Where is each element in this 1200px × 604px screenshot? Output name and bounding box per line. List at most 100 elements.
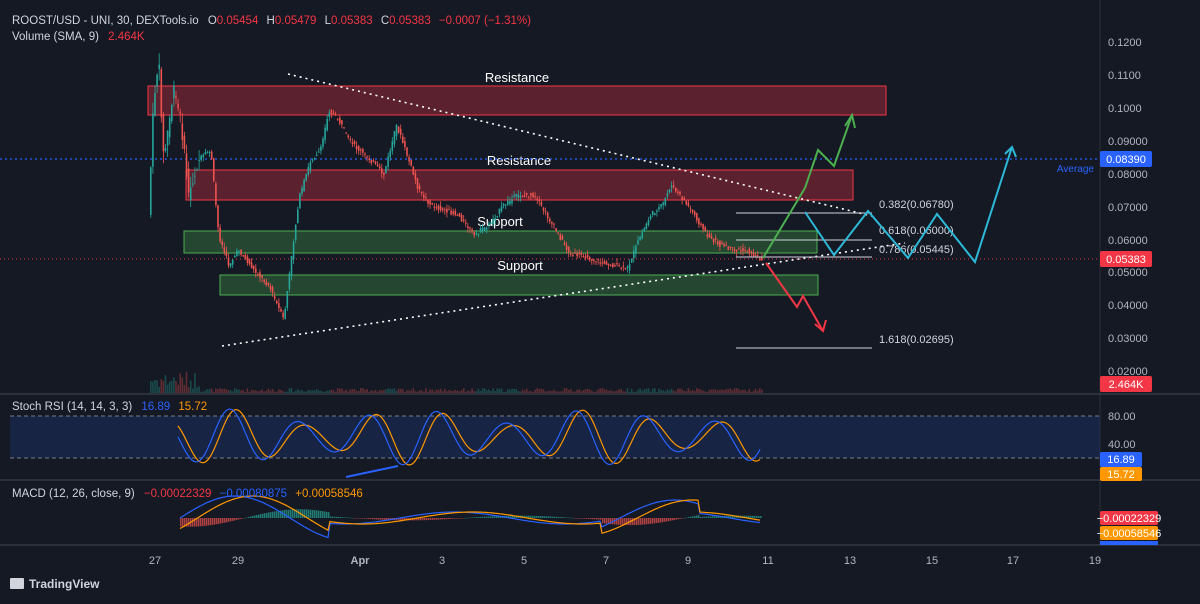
volume-bar: [481, 388, 484, 393]
volume-bar: [210, 388, 213, 393]
volume-bar: [246, 388, 249, 393]
volume-bar: [446, 391, 448, 393]
volume-bar: [200, 391, 202, 393]
macd-hist-bar: [224, 518, 226, 523]
projection-path-range[interactable]: [804, 146, 1013, 265]
macd-hist-bar: [610, 518, 612, 525]
projection-path-bullish[interactable]: [762, 114, 853, 259]
macd-hist-bar: [428, 518, 430, 521]
descending-trendline[interactable]: [287, 73, 877, 218]
volume-bar: [740, 390, 742, 393]
macd-hist-badge: [1100, 511, 1158, 525]
macd-hist-bar: [486, 516, 488, 518]
volume-bar: [544, 391, 547, 393]
volume-bar: [746, 391, 748, 393]
price-axis[interactable]: 0.1200 0.1100 0.1000 0.09000 0.08000 0.07000 0…: [1108, 37, 1148, 378]
ascending-trendline[interactable]: [221, 242, 906, 347]
macd-hist-bar: [730, 515, 732, 518]
volume-bar: [603, 389, 606, 393]
volume-bar: [488, 389, 490, 393]
macd-hist-bar: [230, 518, 232, 522]
macd-hist-bar: [342, 517, 344, 518]
candle-body: [360, 149, 362, 151]
resistance-zone-top[interactable]: [147, 85, 887, 116]
macd-hist-bar: [198, 518, 200, 527]
candle-body: [639, 237, 641, 240]
macd-hist-bar: [662, 518, 664, 523]
volume-bar: [187, 387, 190, 393]
candlestick-series[interactable]: [150, 53, 763, 321]
volume-bar: [257, 391, 259, 393]
candle-body: [687, 202, 690, 206]
macd-hist-bar: [758, 515, 760, 518]
candle-body: [714, 237, 717, 240]
candle-body: [654, 213, 656, 216]
macd-hist-bar: [180, 518, 182, 527]
stoch-k-line[interactable]: [177, 408, 761, 466]
macd-hist-bar: [464, 517, 466, 519]
volume-bar: [271, 388, 274, 393]
candle-body: [177, 103, 179, 109]
stoch-d-line[interactable]: [177, 408, 761, 466]
candle-body: [672, 185, 675, 187]
stoch-divergence-line[interactable]: [345, 465, 399, 478]
macd-hist-bar: [478, 517, 480, 518]
macd-hist-bar: [376, 518, 378, 520]
macd-hist-bar: [496, 516, 498, 518]
macd-hist-bar: [312, 509, 314, 518]
volume-bar: [645, 388, 648, 393]
volume-bar: [651, 388, 654, 393]
volume-bar: [427, 391, 429, 393]
macd-label: MACD (12, 26, close, 9): [12, 488, 135, 500]
volume-bar: [217, 389, 219, 393]
volume-bar: [509, 389, 511, 393]
candle-body: [347, 135, 349, 138]
macd-signal-line[interactable]: [179, 495, 761, 534]
time-axis[interactable]: 27 29 Apr 3 5 7 9 11 13 15 17 19: [149, 555, 1101, 567]
resistance-zone-mid[interactable]: [185, 169, 854, 201]
macd-hist-bar: [672, 518, 674, 521]
volume-bar: [414, 391, 417, 393]
candle-body: [481, 227, 484, 232]
candle-body: [584, 256, 587, 259]
macd-hist-bar: [512, 515, 514, 518]
candle-body: [250, 262, 253, 269]
projection-path-bearish[interactable]: [765, 262, 824, 332]
macd-hist-bar: [696, 515, 698, 518]
macd-hist-bar: [304, 509, 306, 518]
candle-body: [536, 198, 538, 200]
volume-bar: [456, 390, 459, 393]
volume-bar: [469, 391, 471, 393]
support-zone-upper[interactable]: [183, 230, 818, 254]
volume-bar: [362, 388, 364, 393]
macd-hist-bar: [374, 518, 376, 520]
volume-bar: [618, 389, 620, 393]
volume-bar: [750, 391, 753, 393]
volume-bar: [166, 384, 169, 393]
time-tick: 19: [1089, 555, 1101, 567]
time-tick: 15: [926, 555, 938, 567]
volume-bar: [360, 388, 362, 393]
volume-bar: [357, 390, 360, 393]
candle-body: [628, 263, 631, 271]
macd-hist-bar: [564, 517, 566, 518]
candle-body: [200, 155, 202, 160]
volume-bar: [683, 390, 685, 393]
volume-bar: [215, 388, 217, 393]
low-value: 0.05383: [331, 15, 373, 27]
support-zone-lower[interactable]: [219, 274, 819, 296]
volume-bar: [171, 380, 173, 393]
candle-body: [210, 151, 213, 160]
volume-bar: [168, 381, 171, 393]
macd-hist-bar: [218, 518, 220, 524]
tradingview-logo[interactable]: TradingView: [10, 577, 100, 591]
volume-bar: [706, 391, 709, 393]
volume-bar: [383, 389, 385, 393]
macd-hist-bar: [294, 509, 296, 518]
volume-bar: [265, 390, 268, 393]
candle-body: [525, 192, 528, 195]
candle-body: [519, 196, 522, 198]
candle-body: [290, 255, 293, 277]
volume-bar: [599, 388, 601, 393]
